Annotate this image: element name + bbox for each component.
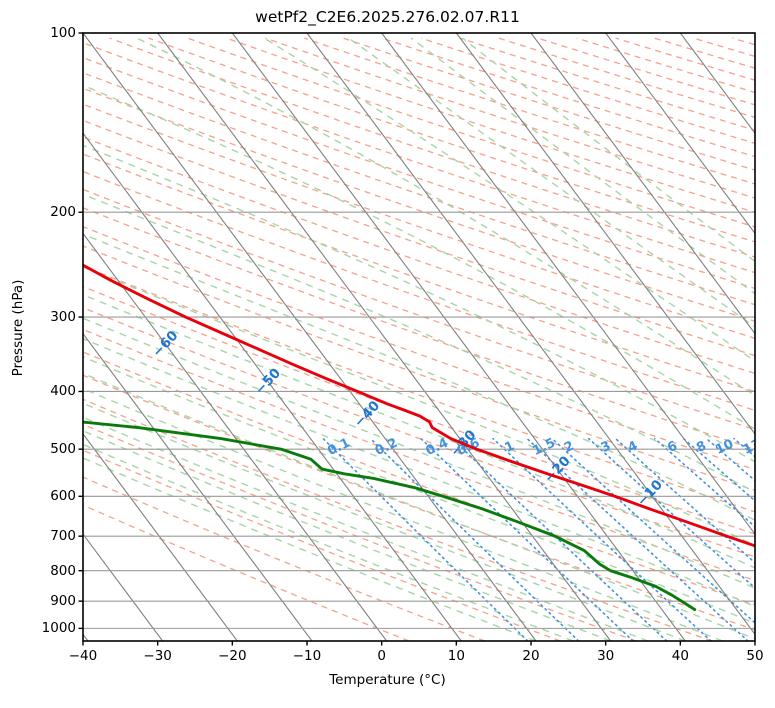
dry-adiabat: [83, 476, 485, 641]
dry-adiabat: [83, 207, 755, 451]
y-tick-label-200: 200: [50, 204, 76, 221]
isotherm: [83, 432, 238, 641]
dry-adiabat: [83, 188, 755, 431]
moist-adiabat: [83, 430, 611, 641]
x-tick-label-6: 20: [522, 648, 540, 664]
y-tick-label-700: 700: [50, 528, 76, 545]
x-tick-label-5: 10: [447, 648, 465, 664]
isotherm: [83, 533, 164, 641]
isotherm: [381, 33, 755, 536]
x-axis-label: Temperature (°C): [329, 672, 446, 688]
dry-adiabat: [771, 38, 775, 641]
moist-adiabat: [83, 457, 537, 641]
y-tick-label-1000: 1000: [41, 620, 76, 637]
dry-adiabat: [83, 103, 755, 339]
temperature-profile-line: [83, 263, 755, 548]
dry-adiabat: [83, 374, 755, 631]
y-tick-label-300: 300: [50, 309, 76, 326]
background-thermodynamic-lines: −60−50−40−30−20−10102030400.10.20.40.611…: [83, 33, 775, 641]
y-axis-tick-labels: 100 200 300 400 500 600 700 800 900 1000: [10, 0, 76, 708]
moist-adiabat: [83, 337, 755, 608]
x-tick-label-1: −30: [143, 648, 172, 664]
dry-adiabat: [83, 225, 755, 471]
x-tick-label-0: −40: [68, 648, 98, 664]
y-tick-label-800: 800: [50, 562, 76, 579]
moist-adiabat: [136, 37, 755, 397]
dry-adiabat: [83, 87, 755, 322]
mixing-ratio-line: [369, 437, 580, 641]
dry-adiabat: [83, 119, 755, 357]
x-tick-label-3: −10: [292, 648, 322, 664]
x-tick-label-2: −20: [218, 648, 247, 664]
y-tick-label-500: 500: [50, 441, 76, 458]
mixing-ratio-line: [322, 437, 529, 641]
isotherm: [83, 132, 462, 641]
y-tick-label-100: 100: [50, 25, 76, 41]
svg-text:13: 13: [741, 437, 764, 458]
dry-adiabat: [83, 504, 410, 641]
isotherm: [231, 33, 686, 641]
chart-title: wetPf2_C2E6.2025.276.02.07.R11: [255, 8, 520, 26]
y-tick-label-400: 400: [50, 383, 76, 400]
mixing-ratio-line: [587, 437, 755, 589]
x-tick-label-4: 0: [377, 648, 386, 664]
mixing-ratio-line: [614, 437, 755, 564]
x-tick-label-7: 30: [597, 648, 615, 664]
mixing-ratio-line: [420, 437, 634, 641]
x-tick-label-9: 50: [746, 648, 764, 664]
svg-text:10: 10: [713, 437, 736, 458]
moist-adiabat: [83, 443, 574, 641]
moist-adiabat: [83, 193, 755, 494]
moist-adiabat: [83, 387, 723, 641]
x-tick-label-8: 40: [671, 648, 689, 664]
y-tick-label-900: 900: [50, 593, 76, 610]
mixing-ratio-label: 10: [713, 437, 736, 458]
mixing-ratio-line: [653, 437, 755, 528]
isotherm: [83, 332, 313, 641]
mixing-ratio-line: [492, 437, 712, 641]
dry-adiabat: [83, 449, 561, 641]
isotherm: [306, 33, 755, 636]
isotherm: [83, 232, 388, 641]
isotherm: [83, 33, 537, 641]
mixing-ratio-line: [451, 437, 668, 641]
isotherm: [157, 33, 612, 641]
dewpoint-profile-line: [83, 420, 697, 612]
moist-adiabat: [83, 416, 649, 641]
y-tick-label-600: 600: [50, 488, 76, 505]
mixing-ratio-label: 13: [741, 437, 764, 458]
moist-adiabat: [83, 402, 686, 641]
dry-adiabat: [83, 423, 637, 641]
moist-adiabat: [83, 293, 755, 569]
isotherm: [455, 33, 755, 435]
dry-adiabat: [83, 398, 713, 641]
mixing-ratio-line: [756, 439, 775, 641]
isotherm: [754, 33, 755, 34]
isotherm: [530, 33, 755, 335]
axis-frame: [78, 32, 756, 646]
isotherm: [605, 33, 755, 235]
